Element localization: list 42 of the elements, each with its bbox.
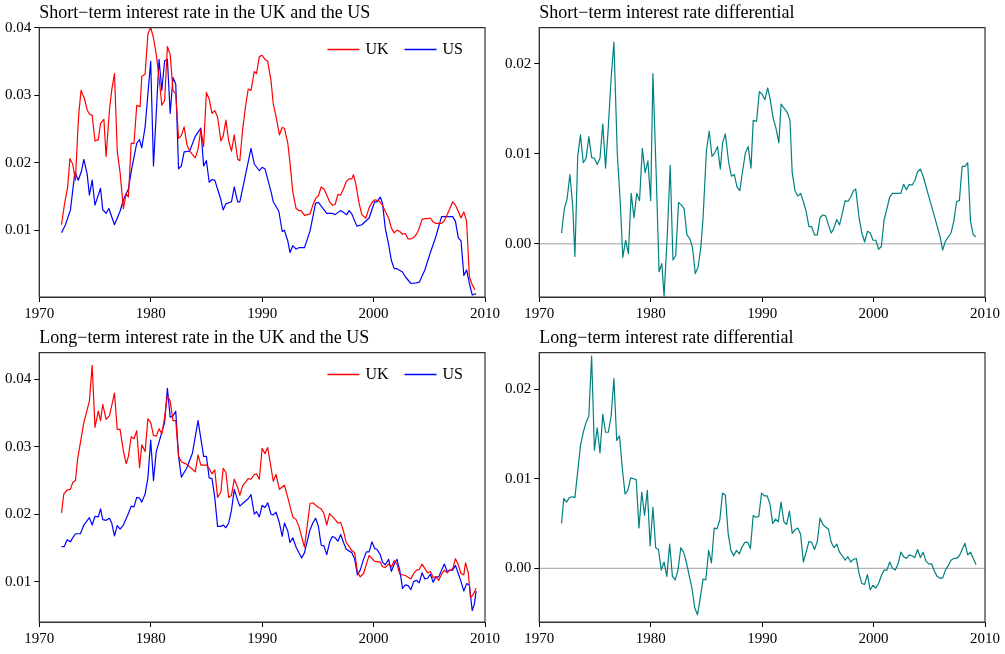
- legend-label: US: [442, 364, 463, 382]
- chart-title: Short−term interest rate in the UK and the US: [39, 1, 371, 22]
- y-tick-label: 0.00: [505, 234, 532, 251]
- y-tick-label: 0.03: [5, 86, 32, 103]
- x-tick-label: 1970: [524, 304, 555, 321]
- x-tick-label: 1990: [247, 629, 278, 646]
- y-tick-label: 0.01: [5, 221, 32, 238]
- x-tick-label: 1980: [635, 629, 666, 646]
- y-tick-label: 0.04: [5, 18, 32, 35]
- legend-label: UK: [365, 364, 389, 382]
- x-tick-label: 1970: [24, 629, 55, 646]
- x-tick-label: 1970: [524, 629, 555, 646]
- x-tick-label: 2010: [970, 629, 1000, 646]
- x-tick-label: 2010: [470, 629, 500, 646]
- legend-label: US: [442, 39, 463, 57]
- y-tick-label: 0.02: [505, 54, 532, 71]
- y-tick-label: 0.04: [5, 370, 32, 387]
- x-tick-label: 2000: [858, 629, 889, 646]
- legend-label: UK: [365, 39, 389, 57]
- x-tick-label: 1970: [24, 304, 55, 321]
- y-tick-label: 0.02: [5, 505, 32, 522]
- x-tick-label: 2000: [358, 304, 389, 321]
- y-tick-label: 0.01: [505, 469, 532, 486]
- x-tick-label: 1980: [635, 304, 666, 321]
- y-tick-label: 0.03: [5, 437, 32, 454]
- x-tick-label: 2010: [970, 304, 1000, 321]
- x-tick-label: 1980: [135, 629, 166, 646]
- y-tick-label: 0.02: [5, 153, 32, 170]
- chart-title: Long−term interest rate in the UK and the US: [39, 326, 370, 347]
- chart-title: Short−term interest rate differential: [539, 1, 795, 22]
- y-tick-label: 0.01: [5, 572, 32, 589]
- chart-title: Long−term interest rate differential: [539, 326, 794, 347]
- x-tick-label: 1990: [747, 629, 778, 646]
- x-tick-label: 2000: [358, 629, 389, 646]
- x-tick-label: 1980: [135, 304, 166, 321]
- x-tick-label: 1990: [747, 304, 778, 321]
- x-tick-label: 1990: [247, 304, 278, 321]
- y-tick-label: 0.02: [505, 380, 532, 397]
- x-tick-label: 2010: [470, 304, 500, 321]
- y-tick-label: 0.00: [505, 559, 532, 576]
- x-tick-label: 2000: [858, 304, 889, 321]
- y-tick-label: 0.01: [505, 144, 532, 161]
